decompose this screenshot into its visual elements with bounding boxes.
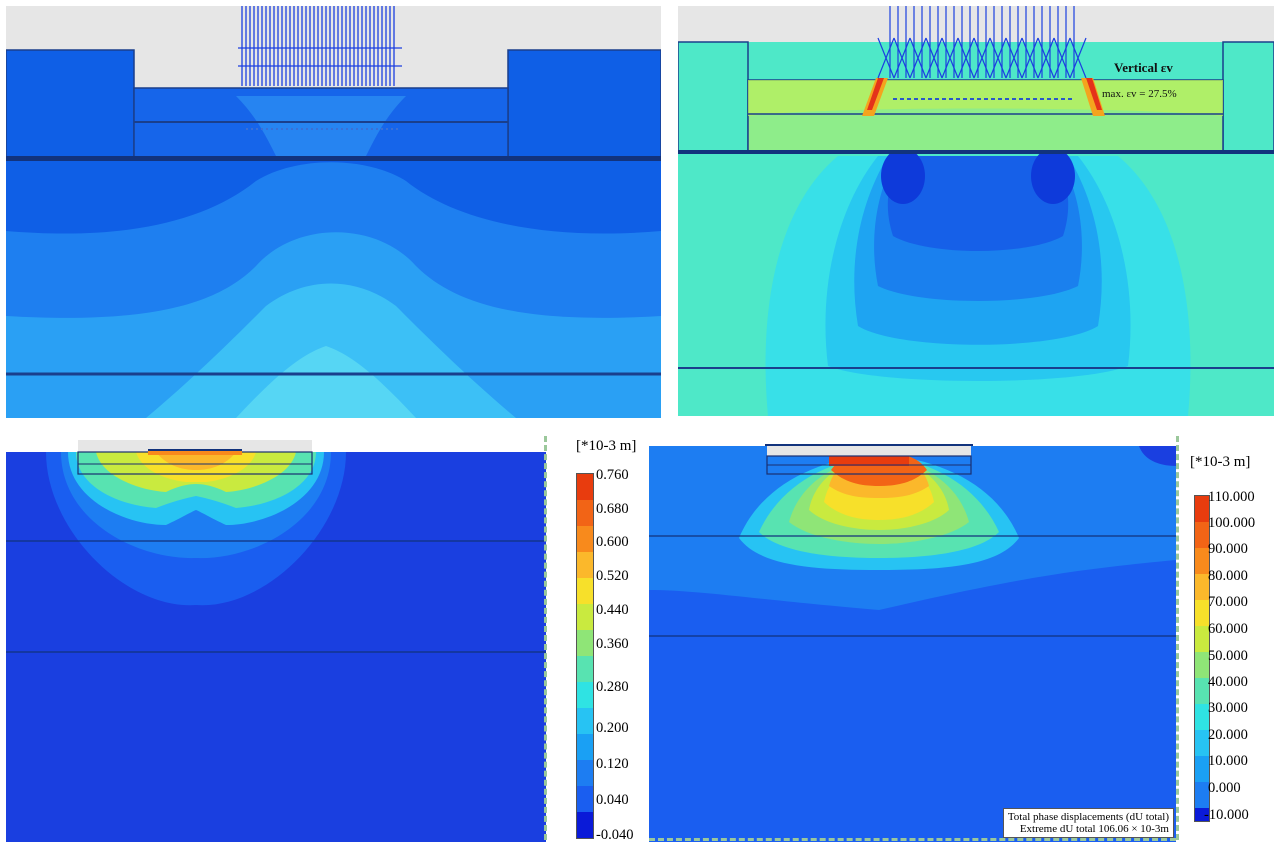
legend-tick: 10.000 <box>1208 753 1248 769</box>
legend-tick: 80.000 <box>1208 568 1248 584</box>
legend-tick: 90.000 <box>1208 541 1248 557</box>
legend-unit-right: [*10-3 m] <box>1190 454 1251 470</box>
legend-colorbar-right <box>1194 495 1210 822</box>
legend-bottom-right: [*10-3 m] 110.000 100.000 90.000 80.000 … <box>1180 440 1274 842</box>
contour-plot-top-right: Vertical εv max. εv = 27.5% <box>678 6 1274 416</box>
results-annotation: Total phase displacements (dU total) Ext… <box>1002 808 1174 838</box>
legend-tick: 40.000 <box>1208 674 1248 690</box>
legend-tick: 0.680 <box>596 501 629 517</box>
contour-field-top-left <box>6 6 661 418</box>
legend-tick: 0.200 <box>596 720 629 736</box>
contour-plot-bottom-left <box>6 440 546 842</box>
strain-label-max: max. εv = 27.5% <box>1102 88 1177 100</box>
legend-tick: 30.000 <box>1208 700 1248 716</box>
legend-tick: 60.000 <box>1208 621 1248 637</box>
legend-tick: -0.040 <box>596 827 634 843</box>
legend-tick: 0.440 <box>596 602 629 618</box>
legend-tick: 0.760 <box>596 467 629 483</box>
contour-plot-top-left <box>6 6 661 418</box>
legend-tick: 100.000 <box>1208 515 1256 531</box>
boundary-dash-left <box>544 436 547 840</box>
legend-tick: 110.000 <box>1208 489 1255 505</box>
contour-field-bottom-left <box>6 440 546 842</box>
legend-tick: 0.000 <box>1208 780 1241 796</box>
strain-label-title: Vertical εv <box>1114 60 1173 75</box>
boundary-dash-bottom <box>649 838 1176 841</box>
legend-unit-left: [*10-3 m] <box>576 438 637 454</box>
legend-tick: 20.000 <box>1208 727 1248 743</box>
legend-tick: 0.120 <box>596 756 629 772</box>
legend-tick: 50.000 <box>1208 648 1248 664</box>
legend-tick: -10.000 <box>1204 807 1249 823</box>
contour-field-bottom-right <box>649 440 1176 842</box>
boundary-dash-right <box>1176 436 1179 840</box>
legend-tick: 0.040 <box>596 792 629 808</box>
legend-colorbar-left <box>576 473 594 839</box>
contour-field-top-right <box>678 6 1274 416</box>
contour-plot-bottom-right: Total phase displacements (dU total) Ext… <box>649 440 1176 842</box>
annotation-line-2: Extreme dU total 106.06 × 10-3m <box>1019 823 1169 835</box>
legend-tick: 0.600 <box>596 534 629 550</box>
legend-tick: 0.280 <box>596 679 629 695</box>
annotation-line-1: Total phase displacements (dU total) <box>1007 811 1169 823</box>
legend-bottom-left: [*10-3 m] 0.760 0.680 0.600 0.520 0.440 … <box>556 436 646 843</box>
legend-tick: 0.360 <box>596 636 629 652</box>
legend-tick: 0.520 <box>596 568 629 584</box>
legend-tick: 70.000 <box>1208 594 1248 610</box>
